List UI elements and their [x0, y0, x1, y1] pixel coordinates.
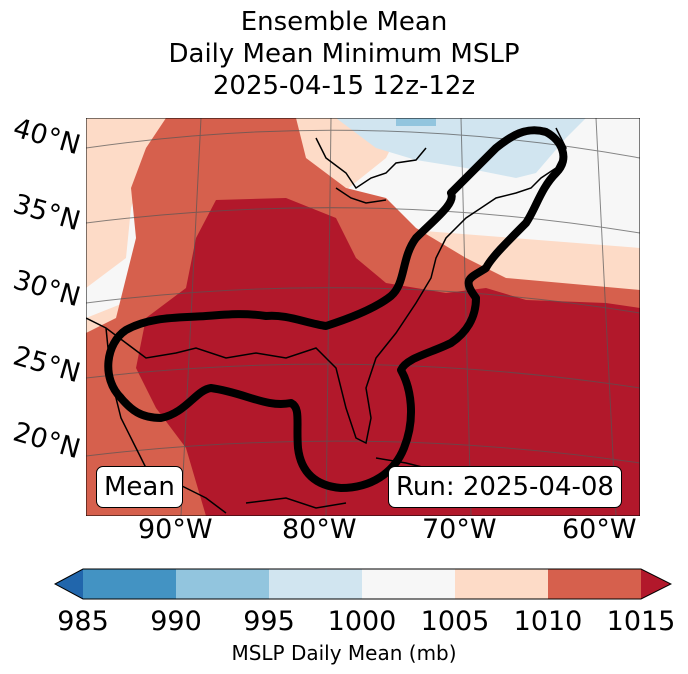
cbar-segment-1000 [362, 569, 456, 599]
lat-label-20: 20°N [9, 416, 84, 466]
cbar-extend-min [55, 569, 83, 599]
cbar-tick-1010: 1010 [513, 606, 583, 637]
title-line-2: Daily Mean Minimum MSLP [168, 39, 520, 69]
cbar-tick-985: 985 [57, 606, 109, 637]
lon-label-60: 60°W [562, 514, 637, 545]
field-above-1015 [136, 198, 640, 516]
mean-label-box: Mean [96, 466, 183, 508]
probability-contour [104, 126, 568, 492]
cbar-tick-1000: 1000 [327, 606, 397, 637]
field-990-995 [396, 118, 436, 126]
cbar-segment-1010 [548, 569, 642, 599]
cbar-tick-990: 990 [150, 606, 202, 637]
cbar-tick-995: 995 [243, 606, 295, 637]
run-label-box: Run: 2025-04-08 [388, 466, 622, 508]
cbar-tick-1005: 1005 [420, 606, 490, 637]
cbar-segment-990 [176, 569, 270, 599]
lat-label-30: 30°N [9, 264, 84, 314]
lat-label-35: 35°N [9, 188, 84, 238]
colorbar-label: MSLP Daily Mean (mb) [231, 641, 457, 665]
lon-label-90: 90°W [138, 514, 213, 545]
title-line-3: 2025-04-15 12z-12z [212, 71, 476, 101]
title-line-1: Ensemble Mean [240, 7, 448, 37]
mslp-map [86, 118, 640, 516]
colorbar [54, 568, 672, 600]
lat-label-25: 25°N [9, 340, 84, 390]
lon-label-70: 70°W [422, 514, 497, 545]
cbar-segment-985 [83, 569, 177, 599]
map-panel: Mean Run: 2025-04-08 [86, 118, 640, 516]
lat-label-40: 40°N [9, 112, 84, 162]
cbar-segment-995 [269, 569, 363, 599]
cbar-segment-1005 [455, 569, 549, 599]
cbar-outline [54, 568, 672, 600]
cbar-tick-1015: 1015 [606, 606, 676, 637]
cbar-extend-max [641, 569, 671, 599]
lon-label-80: 80°W [282, 514, 357, 545]
